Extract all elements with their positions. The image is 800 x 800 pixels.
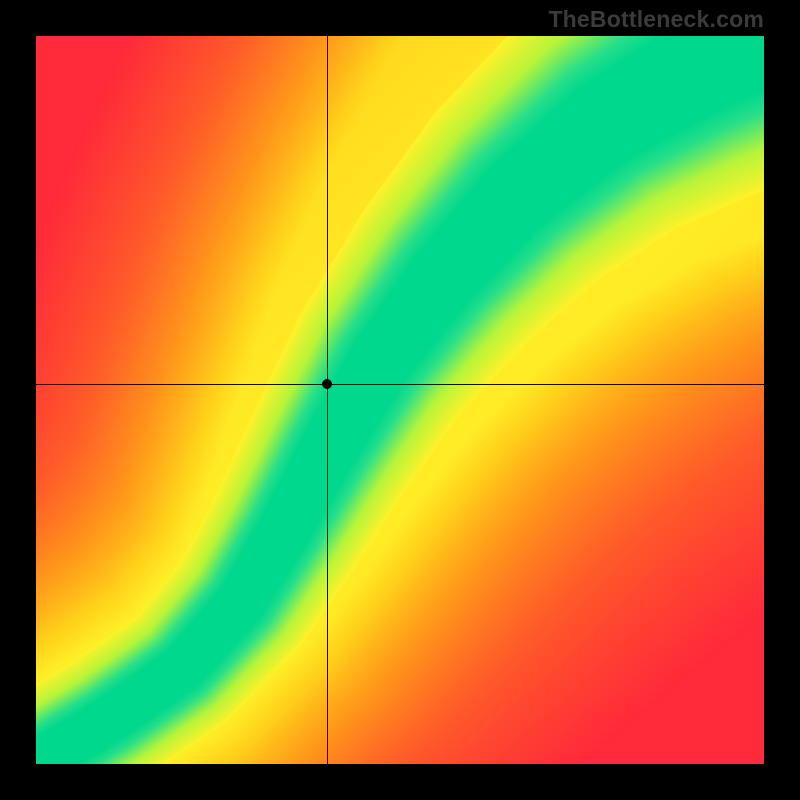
crosshair-marker [322, 379, 332, 389]
heatmap-plot [36, 36, 764, 764]
watermark-text: TheBottleneck.com [548, 6, 764, 33]
crosshair-vertical [327, 36, 328, 764]
chart-frame: TheBottleneck.com [0, 0, 800, 800]
crosshair-horizontal [36, 384, 764, 385]
heatmap-canvas [36, 36, 764, 764]
